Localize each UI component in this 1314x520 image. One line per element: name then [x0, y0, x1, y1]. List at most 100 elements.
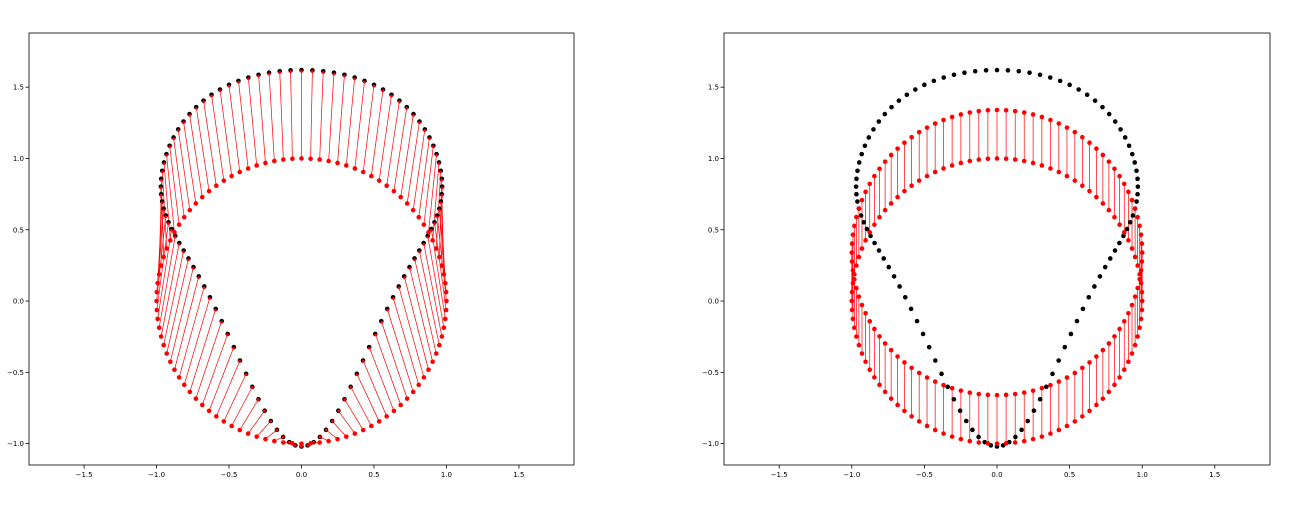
source-point — [1003, 156, 1009, 162]
correspondence-line — [163, 162, 171, 241]
x-tick-label: 0.5 — [1064, 471, 1075, 479]
source-point — [416, 382, 422, 388]
mapped-point — [250, 386, 254, 389]
source-point — [433, 351, 439, 356]
source-point — [1112, 214, 1117, 220]
shifted-point — [867, 318, 873, 324]
source-point — [199, 402, 205, 408]
correspondence-line — [290, 70, 293, 159]
target-point — [963, 418, 969, 424]
mapped-point — [362, 359, 365, 363]
target-point — [868, 233, 873, 239]
x-tick-label: −0.5 — [916, 471, 933, 479]
source-point — [281, 157, 286, 162]
shifted-point — [1121, 181, 1127, 187]
source-point — [443, 289, 449, 295]
source-point — [214, 414, 219, 419]
source-point — [1135, 263, 1140, 268]
shifted-point — [1129, 197, 1135, 203]
correspondence-line — [201, 333, 229, 406]
shifted-point — [1094, 354, 1099, 359]
source-point — [1139, 307, 1145, 313]
mapped-point — [173, 235, 177, 239]
shifted-point — [1121, 318, 1127, 324]
source-point — [352, 431, 358, 436]
source-point — [1087, 188, 1092, 194]
target-point — [881, 256, 887, 261]
shifted-point — [949, 385, 955, 391]
source-point — [193, 396, 199, 401]
target-point — [854, 176, 859, 182]
source-point — [168, 359, 173, 365]
correspondence-line — [228, 84, 241, 173]
shifted-point — [1138, 232, 1144, 237]
shifted-point — [967, 390, 973, 395]
shifted-point — [1139, 250, 1145, 255]
source-point — [867, 367, 873, 373]
target-point — [951, 396, 957, 402]
target-point — [876, 248, 882, 253]
target-point — [1056, 358, 1061, 363]
target-point — [941, 75, 947, 80]
source-point — [172, 367, 177, 373]
mapped-point — [324, 428, 328, 432]
source-point — [1112, 382, 1117, 388]
shifted-point — [1126, 310, 1131, 316]
shifted-point — [1135, 285, 1140, 291]
source-point — [352, 166, 358, 171]
shifted-point — [994, 107, 1000, 113]
source-point — [1087, 408, 1092, 414]
target-point — [904, 92, 910, 98]
shifted-point — [1106, 341, 1112, 346]
source-point — [1021, 158, 1027, 164]
mapped-point — [417, 121, 421, 125]
correspondence-line — [328, 72, 335, 162]
target-point — [1100, 104, 1105, 110]
source-point — [932, 427, 938, 433]
shifted-point — [1137, 276, 1142, 282]
mapped-point — [397, 286, 401, 290]
target-point — [913, 87, 918, 92]
source-point — [299, 441, 304, 446]
target-point — [1135, 176, 1140, 182]
source-point — [176, 222, 182, 227]
mapped-point — [439, 170, 443, 174]
correspondence-line — [350, 386, 372, 427]
mapped-point — [269, 419, 273, 423]
target-point — [872, 240, 877, 246]
mapped-point — [349, 386, 353, 389]
correspondence-line — [258, 74, 266, 163]
correspondence-line — [344, 399, 364, 431]
target-point — [1102, 264, 1108, 270]
source-point — [335, 160, 340, 166]
source-point — [1117, 222, 1122, 227]
target-point — [902, 294, 908, 300]
source-point — [1064, 173, 1070, 179]
target-point — [889, 104, 894, 110]
mapped-point — [440, 178, 444, 182]
target-point — [1121, 233, 1126, 239]
x-tick-label: 1.0 — [441, 471, 452, 479]
correspondence-line — [223, 373, 247, 422]
correspondence-line — [177, 129, 191, 211]
mapped-point — [437, 162, 441, 166]
source-point — [444, 298, 449, 304]
mapped-point — [337, 409, 340, 413]
target-point — [1037, 72, 1043, 78]
mapped-point — [225, 333, 229, 337]
shifted-point — [924, 125, 930, 130]
source-point — [443, 316, 448, 322]
shifted-point — [985, 392, 991, 398]
correspondence-line — [423, 242, 443, 337]
correspondence-line — [356, 373, 380, 422]
mapped-point — [372, 84, 376, 88]
shifted-point — [1100, 347, 1106, 353]
y-tick-label: 0.5 — [708, 226, 719, 234]
correspondence-line — [173, 137, 185, 218]
source-point — [229, 173, 234, 179]
mapped-point — [176, 129, 180, 132]
source-point — [369, 423, 374, 429]
source-point — [1117, 375, 1122, 380]
mapped-point — [439, 201, 443, 205]
mapped-point — [321, 71, 325, 74]
